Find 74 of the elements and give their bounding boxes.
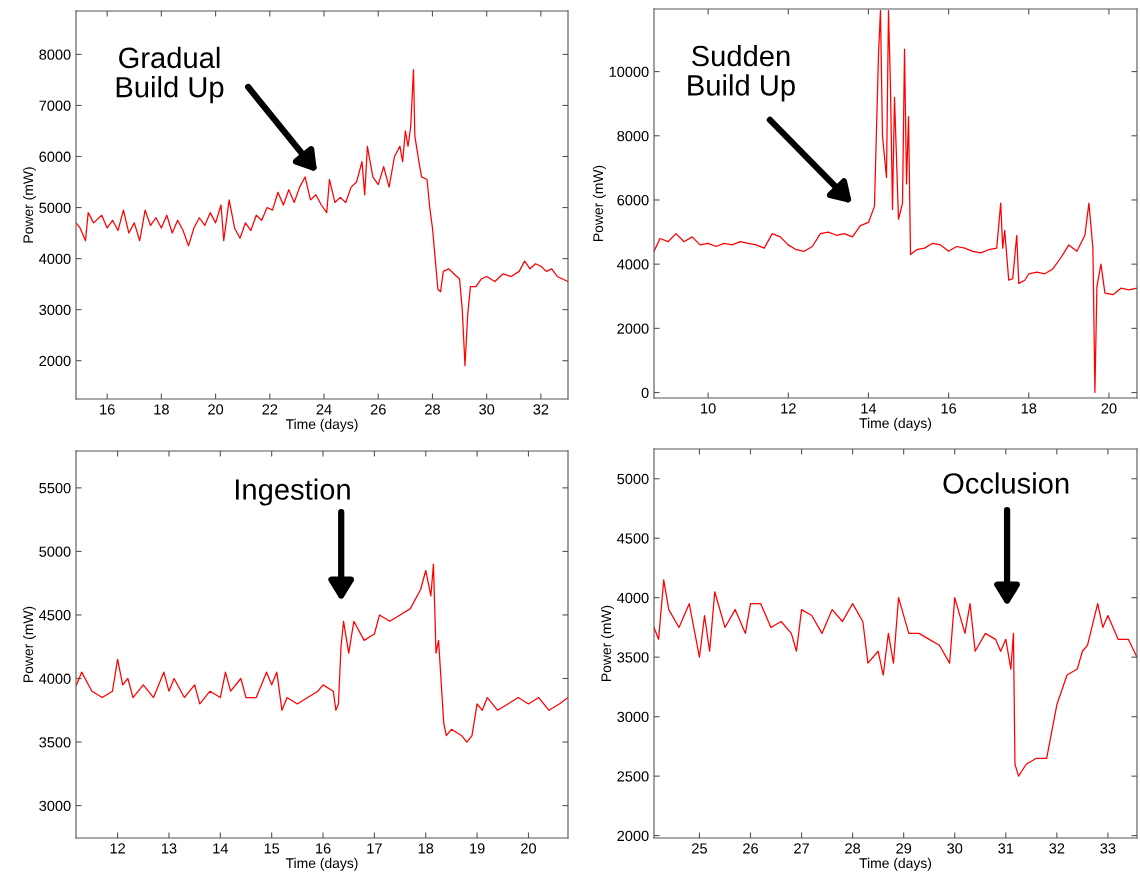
x-tick-label: 12 bbox=[110, 843, 125, 854]
annotation: Gradual Build Up bbox=[116, 46, 224, 104]
x-tick-label: 10 bbox=[701, 403, 716, 414]
y-tick-label: 2000 bbox=[617, 323, 649, 334]
x-tick-label: 16 bbox=[316, 843, 331, 854]
x-tick-label: 31 bbox=[998, 843, 1014, 854]
x-tick-label: 15 bbox=[264, 843, 280, 854]
x-tick-label: 33 bbox=[1100, 843, 1116, 854]
y-tick-label: 0 bbox=[641, 387, 649, 398]
x-tick-label: 22 bbox=[262, 404, 278, 415]
y-tick-label: 5000 bbox=[39, 546, 71, 557]
x-tick-label: 32 bbox=[1049, 843, 1065, 854]
y-tick-label: 6000 bbox=[39, 151, 71, 162]
y-tick-label: 3000 bbox=[39, 304, 71, 316]
annotation: Occlusion bbox=[943, 472, 1069, 494]
y-tick-label: 8000 bbox=[39, 49, 71, 60]
x-tick-label: 27 bbox=[794, 843, 809, 854]
x-tick-label: 20 bbox=[208, 404, 224, 415]
y-tick-label: 7000 bbox=[39, 100, 71, 111]
y-tick-label: 3500 bbox=[39, 737, 71, 748]
x-tick-label: 19 bbox=[470, 843, 485, 854]
y-tick-label: 3500 bbox=[617, 652, 649, 663]
y-tick-label: 3000 bbox=[39, 800, 71, 812]
x-tick-label: 16 bbox=[100, 404, 115, 415]
x-tick-label: 28 bbox=[425, 404, 440, 415]
line-series bbox=[654, 579, 1137, 777]
x-tick-label: 18 bbox=[154, 404, 169, 415]
x-axis-title: Time (days) bbox=[285, 418, 358, 432]
y-tick-label: 2500 bbox=[617, 771, 649, 782]
y-tick-label: 4500 bbox=[617, 533, 649, 544]
x-tick-label: 26 bbox=[370, 404, 386, 415]
x-tick-label: 29 bbox=[896, 843, 912, 854]
x-tick-label: 26 bbox=[743, 843, 758, 854]
x-tick-label: 14 bbox=[861, 403, 877, 414]
y-tick-label: 2000 bbox=[617, 830, 649, 842]
y-tick-label: 4000 bbox=[617, 259, 649, 270]
x-tick-label: 24 bbox=[316, 404, 332, 415]
y-axis-title: Power (mW) bbox=[22, 606, 36, 682]
annotation: Sudden Build Up bbox=[688, 44, 795, 102]
x-tick-label: 20 bbox=[521, 843, 536, 854]
y-tick-label: 4000 bbox=[39, 253, 71, 265]
x-tick-label: 32 bbox=[533, 404, 549, 415]
x-axis-title: Time (days) bbox=[859, 417, 932, 431]
y-tick-label: 8000 bbox=[617, 130, 649, 142]
y-axis-title: Power (mW) bbox=[600, 605, 614, 681]
annotation: Ingestion bbox=[235, 478, 350, 506]
x-tick-label: 18 bbox=[1021, 403, 1037, 414]
x-tick-label: 13 bbox=[161, 843, 177, 854]
y-tick-label: 5500 bbox=[39, 482, 71, 494]
x-tick-label: 30 bbox=[947, 843, 963, 854]
y-axis-title: Power (mW) bbox=[22, 167, 36, 243]
line-series bbox=[76, 69, 568, 367]
x-axis-title: Time (days) bbox=[285, 857, 358, 871]
y-tick-label: 3000 bbox=[617, 711, 649, 723]
line-series bbox=[76, 563, 568, 743]
y-tick-label: 4000 bbox=[39, 673, 71, 684]
y-tick-label: 2000 bbox=[39, 355, 71, 367]
y-tick-label: 6000 bbox=[617, 195, 649, 206]
y-axis-title: Power (mW) bbox=[592, 165, 606, 241]
y-tick-label: 4000 bbox=[617, 592, 649, 604]
y-tick-label: 10000 bbox=[609, 66, 649, 78]
x-tick-label: 20 bbox=[1101, 403, 1117, 414]
y-tick-label: 4500 bbox=[39, 610, 71, 621]
y-tick-label: 5000 bbox=[617, 473, 649, 485]
x-tick-label: 28 bbox=[845, 843, 861, 854]
x-tick-label: 12 bbox=[781, 403, 796, 414]
x-axis-title: Time (days) bbox=[859, 857, 932, 871]
y-tick-label: 5000 bbox=[39, 202, 71, 213]
x-tick-label: 17 bbox=[367, 843, 382, 854]
x-tick-label: 14 bbox=[213, 843, 228, 854]
x-tick-label: 18 bbox=[418, 843, 434, 854]
x-tick-label: 16 bbox=[941, 403, 957, 414]
x-tick-label: 30 bbox=[479, 404, 495, 415]
x-tick-label: 25 bbox=[692, 843, 707, 854]
